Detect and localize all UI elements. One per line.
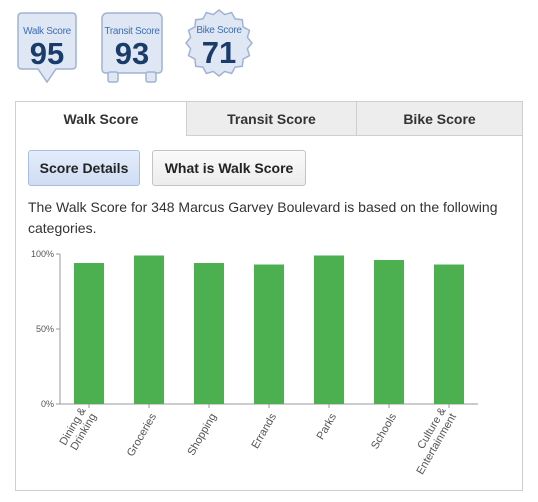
x-tick-label: Schools: [369, 411, 399, 451]
score-tabs: Walk Score Transit Score Bike Score: [16, 102, 522, 136]
bar: [194, 263, 224, 404]
x-tick-label: Dining &Drinking: [57, 405, 99, 454]
bar: [134, 255, 164, 404]
bar: [434, 264, 464, 404]
bike-score-label: Bike Score: [196, 25, 242, 36]
x-tick-label: Parks: [315, 411, 340, 442]
walk-score-value: 95: [29, 36, 65, 71]
x-tick-label: Errands: [249, 411, 279, 451]
tab-bike-score[interactable]: Bike Score: [356, 102, 522, 136]
y-tick-label: 100%: [31, 249, 54, 259]
score-description: The Walk Score for 348 Marcus Garvey Bou…: [28, 199, 498, 236]
transit-score-label: Transit Score: [104, 26, 160, 37]
x-tick-label: Groceries: [125, 411, 159, 459]
score-panel: Walk Score Transit Score Bike Score Scor…: [15, 101, 523, 491]
y-tick-label: 0%: [41, 399, 54, 409]
walk-score-pin-icon: [17, 12, 77, 84]
x-tick-label: Culture &Entertainment: [404, 405, 459, 477]
walk-score-badge: Walk Score 95: [16, 11, 78, 85]
bar: [374, 260, 404, 404]
bar: [254, 264, 284, 404]
what-is-walk-score-button[interactable]: What is Walk Score: [152, 150, 306, 186]
bar: [74, 263, 104, 404]
tab-transit-score[interactable]: Transit Score: [186, 102, 356, 136]
walk-score-label: Walk Score: [23, 26, 71, 37]
bar: [314, 255, 344, 404]
category-bar-chart: 0% 50% 100% Dining &Drinking Groceries Shoppi…: [31, 249, 478, 477]
transit-score-bus-icon: [101, 12, 163, 83]
y-tick-label: 50%: [36, 324, 54, 334]
score-details-button[interactable]: Score Details: [28, 150, 140, 186]
bike-score-badge: Bike Score 71: [184, 8, 254, 78]
x-tick-label: Shopping: [185, 412, 219, 458]
transit-score-value: 93: [114, 36, 150, 71]
bike-score-gear-icon: [185, 9, 253, 77]
tab-walk-score[interactable]: Walk Score: [16, 102, 186, 136]
transit-score-badge: Transit Score 93: [100, 11, 164, 85]
bike-score-value: 71: [201, 35, 237, 70]
